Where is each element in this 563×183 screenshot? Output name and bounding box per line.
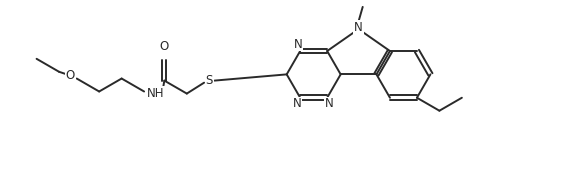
Text: N: N	[294, 38, 302, 51]
Text: S: S	[205, 74, 213, 87]
Text: O: O	[66, 69, 75, 82]
Text: N: N	[354, 21, 363, 34]
Text: N: N	[293, 98, 301, 111]
Text: NH: NH	[147, 87, 164, 100]
Text: N: N	[325, 98, 334, 111]
Text: O: O	[160, 40, 169, 53]
